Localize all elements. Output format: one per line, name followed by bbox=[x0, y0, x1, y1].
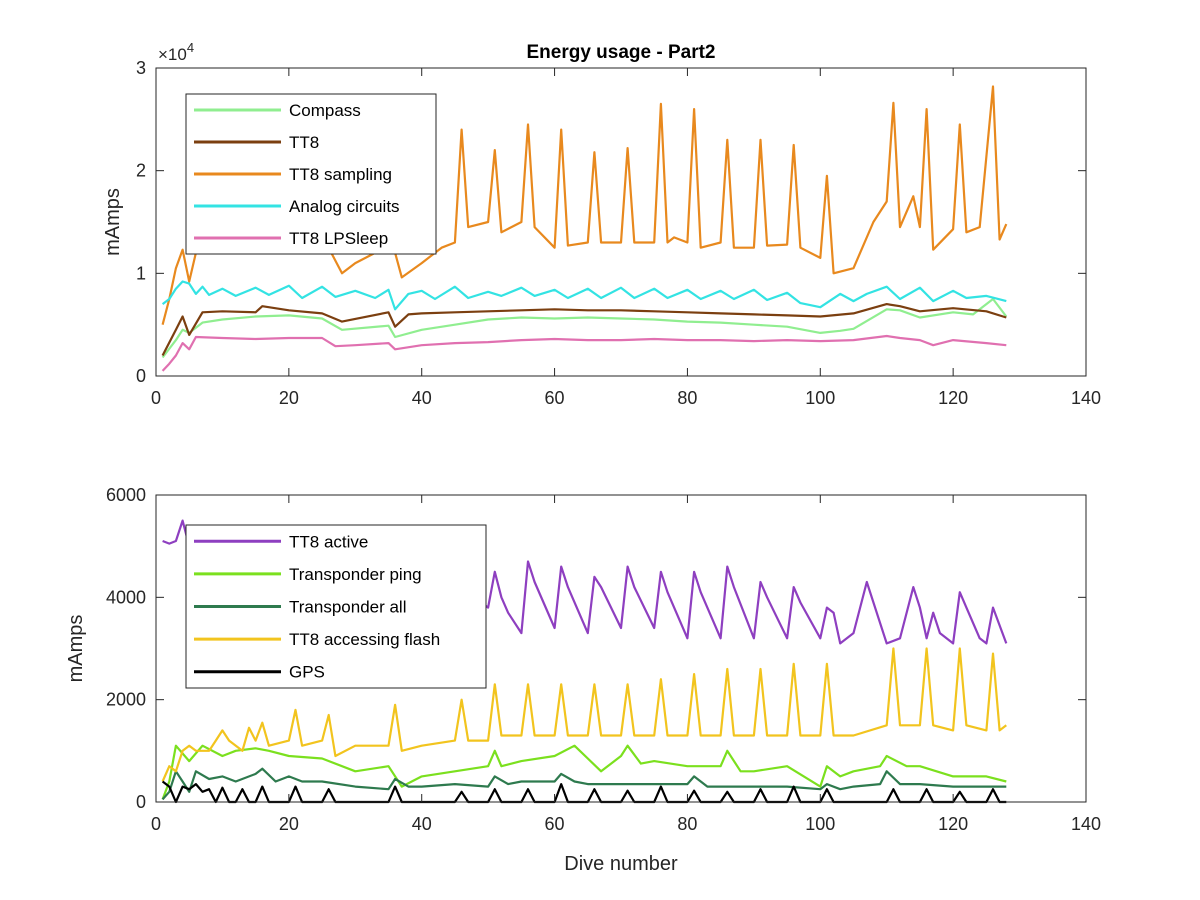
x-tick-label: 20 bbox=[279, 388, 299, 408]
x-axis-label: Dive number bbox=[564, 853, 678, 875]
x-tick-label: 0 bbox=[151, 388, 161, 408]
legend-box bbox=[185, 93, 437, 255]
y-axis-label: mAmps bbox=[102, 188, 124, 256]
legend-entry: TT8 LPSleep bbox=[289, 229, 388, 248]
x-tick-label: 60 bbox=[545, 814, 565, 834]
y-tick-label: 4000 bbox=[106, 587, 146, 607]
x-tick-label: 140 bbox=[1071, 814, 1101, 834]
x-tick-label: 140 bbox=[1071, 388, 1101, 408]
x-tick-label: 100 bbox=[805, 814, 835, 834]
legend-entry: TT8 accessing flash bbox=[289, 630, 440, 649]
x-tick-label: 20 bbox=[279, 814, 299, 834]
legend-entry: TT8 sampling bbox=[289, 165, 392, 184]
chart-title: Energy usage - Part2 bbox=[526, 42, 715, 63]
plot-frame bbox=[155, 67, 1087, 377]
series-line-tt8-sampling bbox=[161, 85, 1008, 325]
series-line-tt8 bbox=[161, 303, 1007, 357]
legend-entry: Transponder ping bbox=[289, 565, 422, 584]
series-line-transponder-all bbox=[161, 767, 1007, 801]
series-line-transponder-ping bbox=[161, 744, 1007, 800]
legend: Compass TT8 TT8 sampling Analog circuits TT8… bbox=[185, 93, 437, 255]
x-tick-label: 40 bbox=[412, 814, 432, 834]
y-tick-label: 2000 bbox=[106, 690, 146, 710]
x-tick-label: 120 bbox=[938, 814, 968, 834]
x-tick-label: 80 bbox=[677, 388, 697, 408]
x-tick-label: 100 bbox=[805, 388, 835, 408]
series-line-tt8-lpsleep bbox=[161, 334, 1007, 372]
legend-entry: Compass bbox=[289, 101, 361, 120]
chart-panel-2: 0 20 40 60 80 100 120 140 0 2000 4000 6000 mAmps Dive… bbox=[65, 485, 1101, 875]
x-tick-label: 120 bbox=[938, 388, 968, 408]
x-tick-label: 80 bbox=[677, 814, 697, 834]
y-tick-label: 2 bbox=[136, 161, 146, 181]
series-line-tt8-accessing-flash bbox=[161, 647, 1007, 782]
y-tick-label: 0 bbox=[136, 366, 146, 386]
legend-entry: TT8 active bbox=[289, 532, 368, 551]
x-tick-label: 0 bbox=[151, 814, 161, 834]
legend-entry: TT8 bbox=[289, 133, 319, 152]
y-axis-label: mAmps bbox=[65, 615, 87, 683]
y-tick-label: 6000 bbox=[106, 485, 146, 505]
y-tick-label: 1 bbox=[136, 263, 146, 283]
legend-entry: Transponder all bbox=[289, 598, 407, 617]
x-tick-label: 40 bbox=[412, 388, 432, 408]
series-line-compass bbox=[161, 297, 1008, 359]
y-exponent-label: ×104 bbox=[158, 40, 194, 64]
legend: TT8 active Transponder ping Transponder al… bbox=[185, 524, 487, 689]
legend-entry: Analog circuits bbox=[289, 197, 400, 216]
plot-frame bbox=[155, 494, 1087, 803]
y-tick-label: 0 bbox=[136, 792, 146, 812]
legend-entry: GPS bbox=[289, 663, 325, 682]
x-tick-label: 60 bbox=[545, 388, 565, 408]
chart-panel-1: 0 20 40 60 80 100 120 140 0 1 2 3 ×104 Energy usage -… bbox=[102, 40, 1101, 408]
y-tick-label: 3 bbox=[136, 58, 146, 78]
series-line-analog-circuits bbox=[161, 280, 1007, 311]
